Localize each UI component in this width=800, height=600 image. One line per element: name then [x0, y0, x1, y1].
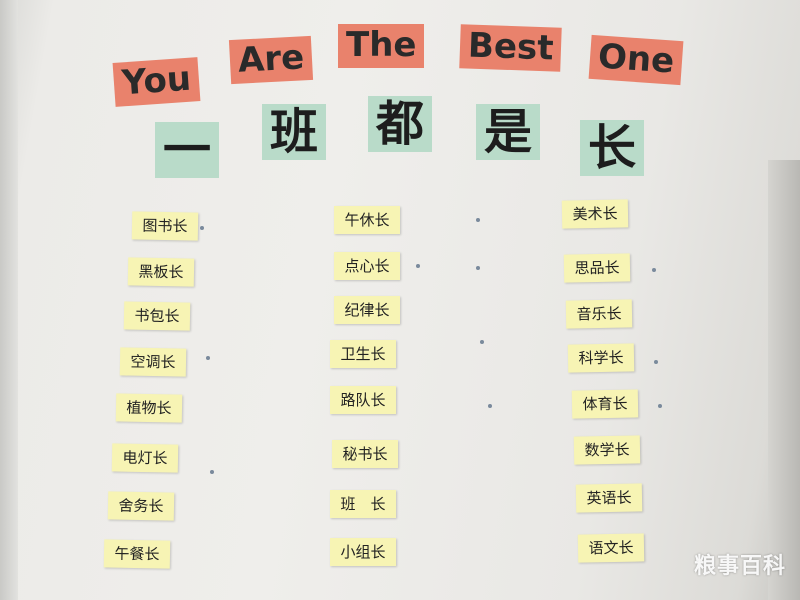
role-card: 纪律长: [334, 296, 400, 324]
role-card: 图书长: [131, 211, 199, 241]
wall-pin: [210, 470, 214, 474]
role-card: 午休长: [334, 206, 400, 234]
role-card: 秘书长: [332, 440, 398, 468]
wall-pin: [488, 404, 492, 408]
word-card-are: Are: [228, 35, 314, 85]
word-card-one: One: [588, 34, 684, 86]
role-card: 数学长: [573, 435, 641, 465]
role-card: 语文长: [577, 533, 645, 563]
char-card-3: 都: [368, 96, 433, 152]
role-card: 小组长: [330, 538, 396, 566]
role-card: 植物长: [115, 393, 183, 423]
role-card: 美术长: [561, 199, 629, 229]
role-card: 班 长: [330, 490, 396, 518]
role-card: 空调长: [119, 347, 187, 377]
word-card-best: Best: [459, 24, 563, 72]
word-card-you: You: [112, 57, 201, 107]
wall-pin: [416, 264, 420, 268]
wall-pin: [476, 266, 480, 270]
role-card: 点心长: [334, 252, 400, 280]
wall-pin: [480, 340, 484, 344]
word-card-the: The: [338, 24, 425, 68]
role-card: 卫生长: [330, 340, 396, 368]
role-card: 舍务长: [107, 491, 175, 521]
wall-pin: [476, 218, 480, 222]
role-card: 电灯长: [111, 443, 179, 473]
watermark: 粮事百科: [693, 554, 786, 579]
role-card: 思品长: [563, 253, 631, 283]
role-card: 午餐长: [103, 539, 171, 569]
char-card-4: 是: [476, 104, 541, 160]
role-card: 黑板长: [127, 257, 195, 287]
wall-pin: [652, 268, 656, 272]
char-card-5: 长: [580, 120, 645, 176]
door-frame: [768, 160, 800, 600]
role-card: 体育长: [571, 389, 639, 419]
wall-pin: [200, 226, 204, 230]
role-card: 音乐长: [565, 299, 633, 329]
char-card-1: 一: [155, 122, 220, 178]
wall-pin: [206, 356, 210, 360]
role-card: 英语长: [575, 483, 643, 513]
role-card: 科学长: [567, 343, 635, 373]
role-card: 书包长: [123, 301, 191, 331]
char-card-2: 班: [262, 104, 327, 160]
role-card: 路队长: [330, 386, 396, 414]
wall-edge: [0, 0, 18, 600]
wall-pin: [654, 360, 658, 364]
wall-pin: [658, 404, 662, 408]
